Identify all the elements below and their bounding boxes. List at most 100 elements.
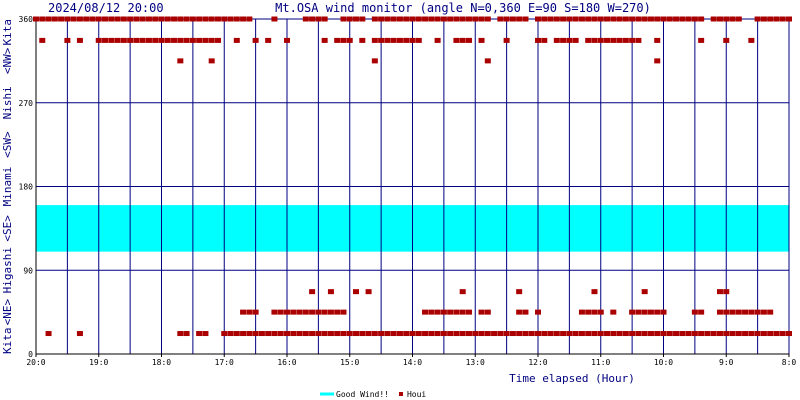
x-tick-label: 17:0: [215, 358, 234, 367]
wind-point: [748, 37, 755, 43]
wind-point: [723, 289, 730, 295]
wind-point: [465, 16, 472, 22]
wind-point: [415, 16, 422, 22]
wind-point: [767, 309, 774, 315]
wind-point: [654, 58, 661, 64]
chart-title: Mt.OSA wind monitor (angle N=0,360 E=90 …: [275, 1, 651, 15]
wind-point: [202, 331, 209, 337]
wind-point: [33, 16, 39, 22]
direction-label: Nishi: [1, 86, 14, 119]
wind-point: [516, 331, 523, 337]
wind-point: [89, 16, 96, 22]
x-tick-label: 16:0: [277, 358, 296, 367]
wind-point: [108, 37, 115, 43]
wind-point: [547, 331, 554, 337]
x-tick-label: 12:0: [528, 358, 547, 367]
wind-point: [177, 16, 184, 22]
wind-point: [45, 16, 52, 22]
wind-point: [202, 37, 209, 43]
wind-point: [572, 331, 579, 337]
wind-point: [459, 16, 466, 22]
wind-point: [691, 309, 698, 315]
wind-point: [685, 331, 692, 337]
wind-point: [340, 16, 347, 22]
wind-point: [535, 309, 541, 315]
wind-point: [453, 37, 460, 43]
wind-point: [597, 16, 604, 22]
wind-point: [384, 37, 391, 43]
wind-point: [735, 16, 742, 22]
x-tick-label: 13:0: [466, 358, 485, 367]
wind-point: [340, 37, 347, 43]
wind-point: [246, 331, 253, 337]
wind-point: [447, 16, 454, 22]
wind-point: [447, 331, 454, 337]
wind-point: [183, 37, 190, 43]
direction-label: <NE>: [1, 299, 14, 326]
wind-point: [773, 331, 780, 337]
wind-point: [541, 16, 548, 22]
wind-point: [271, 16, 278, 22]
wind-point: [409, 16, 416, 22]
wind-point: [440, 309, 447, 315]
wind-point: [208, 58, 215, 64]
wind-point: [647, 331, 654, 337]
wind-point: [509, 331, 516, 337]
wind-point: [723, 16, 730, 22]
wind-point: [290, 331, 297, 337]
wind-point: [120, 37, 127, 43]
wind-point: [673, 331, 680, 337]
wind-point: [196, 37, 203, 43]
wind-point: [434, 309, 441, 315]
y-tick-label: 360: [19, 15, 34, 24]
wind-point: [83, 16, 90, 22]
wind-point: [566, 16, 573, 22]
wind-point: [302, 16, 309, 22]
wind-point: [296, 309, 303, 315]
wind-point: [271, 331, 278, 337]
wind-point: [698, 331, 705, 337]
wind-point: [415, 37, 422, 43]
wind-point: [710, 16, 717, 22]
wind-point: [535, 16, 541, 22]
wind-point: [258, 331, 265, 337]
wind-point: [164, 37, 171, 43]
wind-point: [541, 37, 548, 43]
wind-point: [704, 331, 711, 337]
wind-point: [522, 16, 529, 22]
wind-point: [353, 331, 360, 337]
wind-point: [735, 331, 742, 337]
wind-point: [189, 16, 196, 22]
x-tick-label: 10:0: [654, 358, 673, 367]
wind-point: [415, 331, 422, 337]
wind-point: [459, 331, 466, 337]
wind-point: [610, 37, 617, 43]
x-tick-label: 14:0: [403, 358, 422, 367]
wind-point: [773, 16, 780, 22]
wind-point: [403, 331, 410, 337]
wind-point: [390, 331, 397, 337]
wind-point: [252, 331, 259, 337]
wind-point: [716, 289, 723, 295]
wind-point: [340, 331, 347, 337]
wind-point: [346, 16, 353, 22]
wind-point: [566, 331, 573, 337]
wind-point: [127, 37, 134, 43]
wind-point: [465, 37, 472, 43]
wind-point: [340, 309, 347, 315]
wind-point: [240, 16, 247, 22]
wind-point: [597, 37, 604, 43]
wind-point: [139, 37, 146, 43]
wind-point: [265, 331, 272, 337]
wind-point: [516, 16, 523, 22]
wind-point: [453, 309, 460, 315]
wind-point: [591, 37, 598, 43]
wind-point: [553, 331, 560, 337]
wind-point: [497, 331, 504, 337]
wind-point: [309, 309, 316, 315]
wind-point: [629, 309, 636, 315]
wind-point: [641, 309, 648, 315]
wind-point: [76, 331, 83, 337]
wind-point: [158, 16, 165, 22]
